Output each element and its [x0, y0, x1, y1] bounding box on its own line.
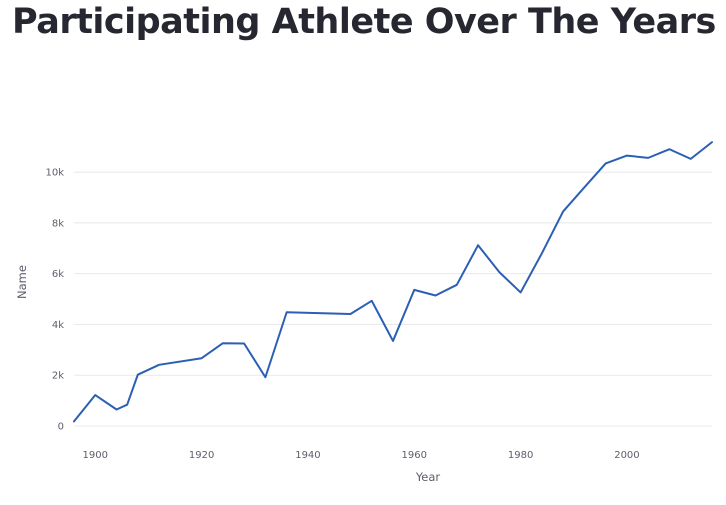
- x-tick-label: 1900: [83, 450, 108, 461]
- x-tick-label: 1980: [508, 450, 533, 461]
- gridlines: [74, 171, 712, 427]
- x-tick-label: 1920: [189, 450, 214, 461]
- y-tick-label: 8k: [52, 218, 64, 229]
- y-tick-label: 2k: [52, 371, 64, 382]
- y-tick-label: 4k: [52, 320, 64, 331]
- y-tick-label: 6k: [52, 269, 64, 280]
- y-axis-title: Name: [15, 265, 29, 299]
- x-axis-ticks: 1900 1920 1940 1960 1980 2000: [83, 450, 640, 461]
- x-axis-title: Year: [415, 470, 441, 484]
- x-tick-label: 1960: [402, 450, 427, 461]
- x-tick-label: 1940: [295, 450, 320, 461]
- y-tick-label: 0: [58, 422, 64, 433]
- y-tick-label: 10k: [45, 168, 64, 179]
- series-line: [73, 141, 713, 423]
- page-title: Participating Athlete Over The Years: [12, 2, 716, 42]
- x-tick-label: 2000: [614, 450, 639, 461]
- y-axis-ticks: 0 2k 4k 6k 8k 10k: [45, 168, 64, 433]
